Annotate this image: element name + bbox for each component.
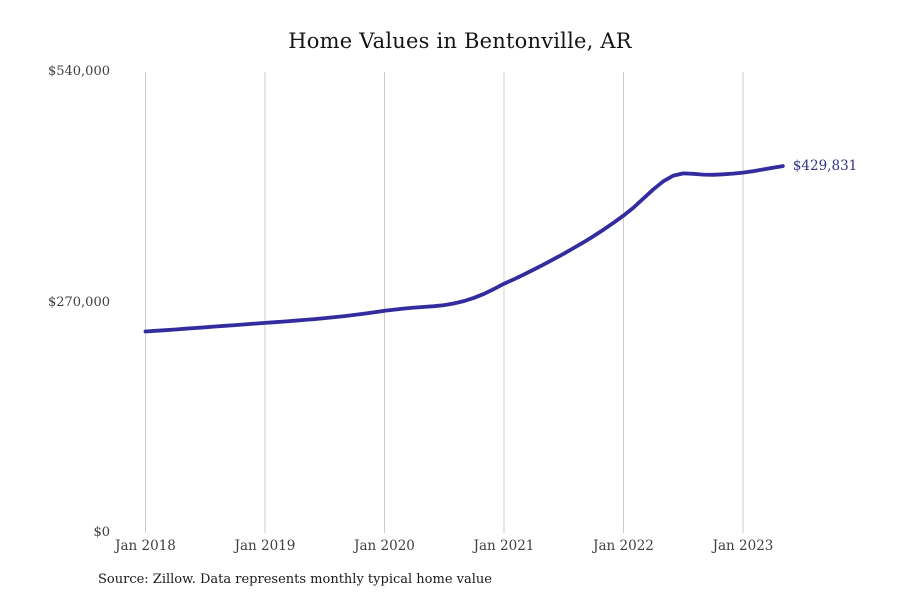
y-tick-label: $0 [93,525,110,540]
last-value-label: $429,831 [792,158,858,175]
x-tick-label: Jan 2022 [593,538,654,554]
source-note: Source: Zillow. Data represents monthly … [98,572,492,587]
x-tick-label: Jan 2018 [115,538,176,554]
y-tick-label: $270,000 [47,294,110,310]
gridlines [145,72,744,533]
x-tick-label: Jan 2019 [234,538,296,554]
y-tick-label: $540,000 [47,64,110,79]
x-tick-label: Jan 2021 [473,538,535,554]
x-tick-label: Jan 2020 [354,538,415,554]
chart-title: Home Values in Bentonville, AR [288,29,632,53]
home-value-line [143,164,785,334]
x-tick-label: Jan 2023 [712,538,774,554]
